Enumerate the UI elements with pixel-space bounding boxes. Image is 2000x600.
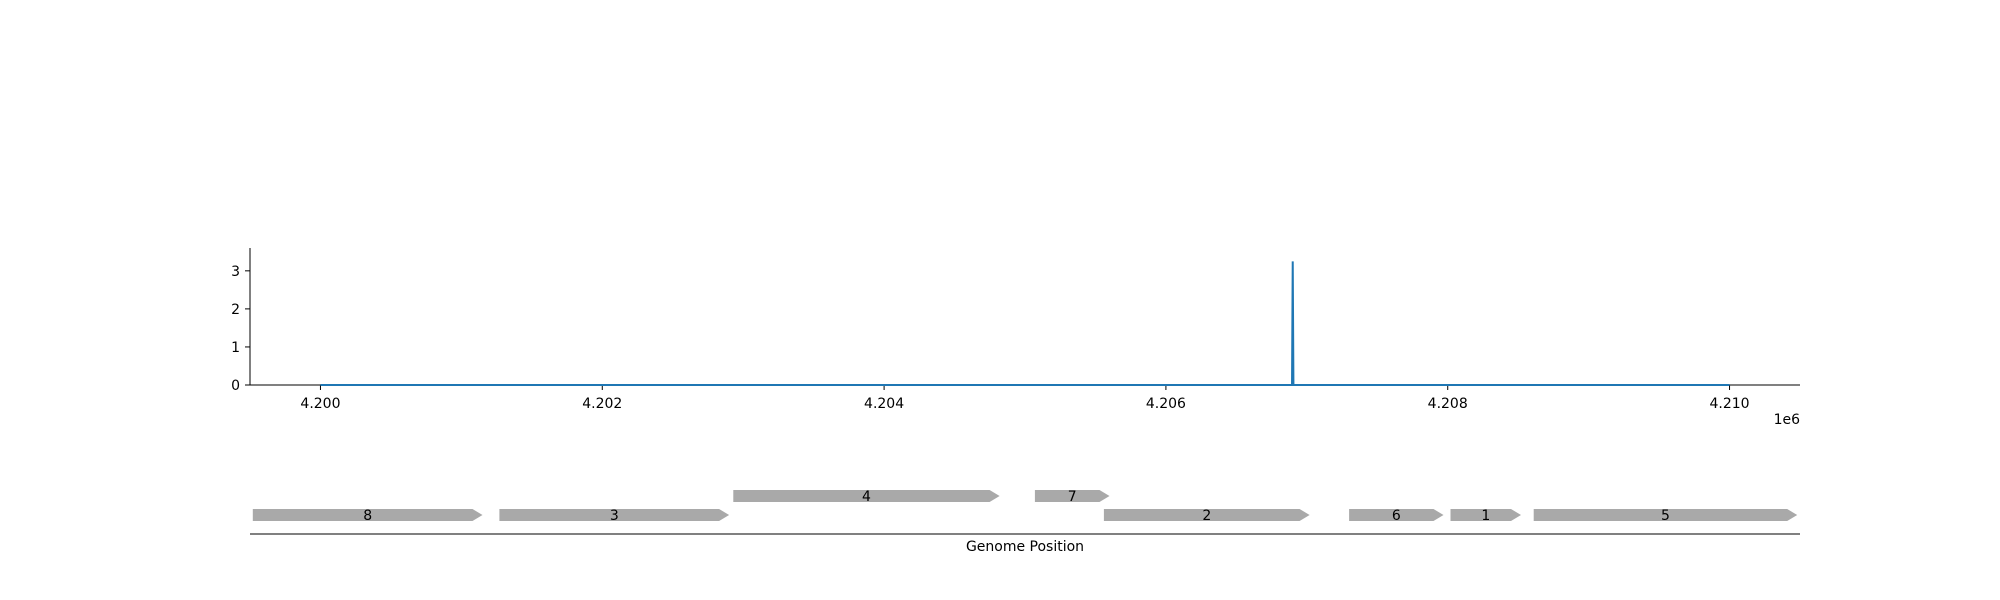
gene-arrow-4 — [733, 490, 1000, 502]
gene-arrow-8 — [252, 509, 483, 521]
gene-label: 1 — [1481, 508, 1490, 524]
y-tick-label: 3 — [231, 264, 240, 280]
y-tick-label: 0 — [231, 378, 240, 394]
coverage-series-line — [320, 261, 1730, 386]
gene-label: 5 — [1661, 508, 1670, 524]
gene-arrow-2 — [1103, 509, 1310, 521]
gene-arrow-1 — [1450, 509, 1521, 521]
x-tick-label: 4.206 — [1146, 396, 1186, 412]
x-tick-label: 4.204 — [864, 396, 904, 412]
gene-label: 7 — [1068, 489, 1077, 505]
gene-label: 4 — [862, 489, 871, 505]
x-tick-label: 4.200 — [300, 396, 340, 412]
x-tick-label: 4.208 — [1428, 396, 1468, 412]
gene-label: 2 — [1202, 508, 1211, 524]
x-tick-label: 4.210 — [1709, 396, 1749, 412]
gene-arrow-7 — [1034, 490, 1110, 502]
y-tick-label: 1 — [231, 340, 240, 356]
x-offset-label: 1e6 — [1774, 412, 1801, 428]
gene-label: 8 — [363, 508, 372, 524]
x-tick-label: 4.202 — [582, 396, 622, 412]
gene-arrow-6 — [1349, 509, 1444, 521]
gene-label: 3 — [610, 508, 619, 524]
x-axis-title: Genome Position — [966, 539, 1084, 555]
gene-label: 6 — [1392, 508, 1401, 524]
y-tick-label: 2 — [231, 302, 240, 318]
gene-arrow-5 — [1533, 509, 1798, 521]
gene-arrow-3 — [499, 509, 730, 521]
coverage-plot: 0 1 2 3 4.200 4.202 4.204 4.206 4.208 4.210 1e6 — [231, 248, 1800, 428]
gene-track: 8 3 4 7 2 6 1 5 Genome Position — [250, 489, 1800, 555]
